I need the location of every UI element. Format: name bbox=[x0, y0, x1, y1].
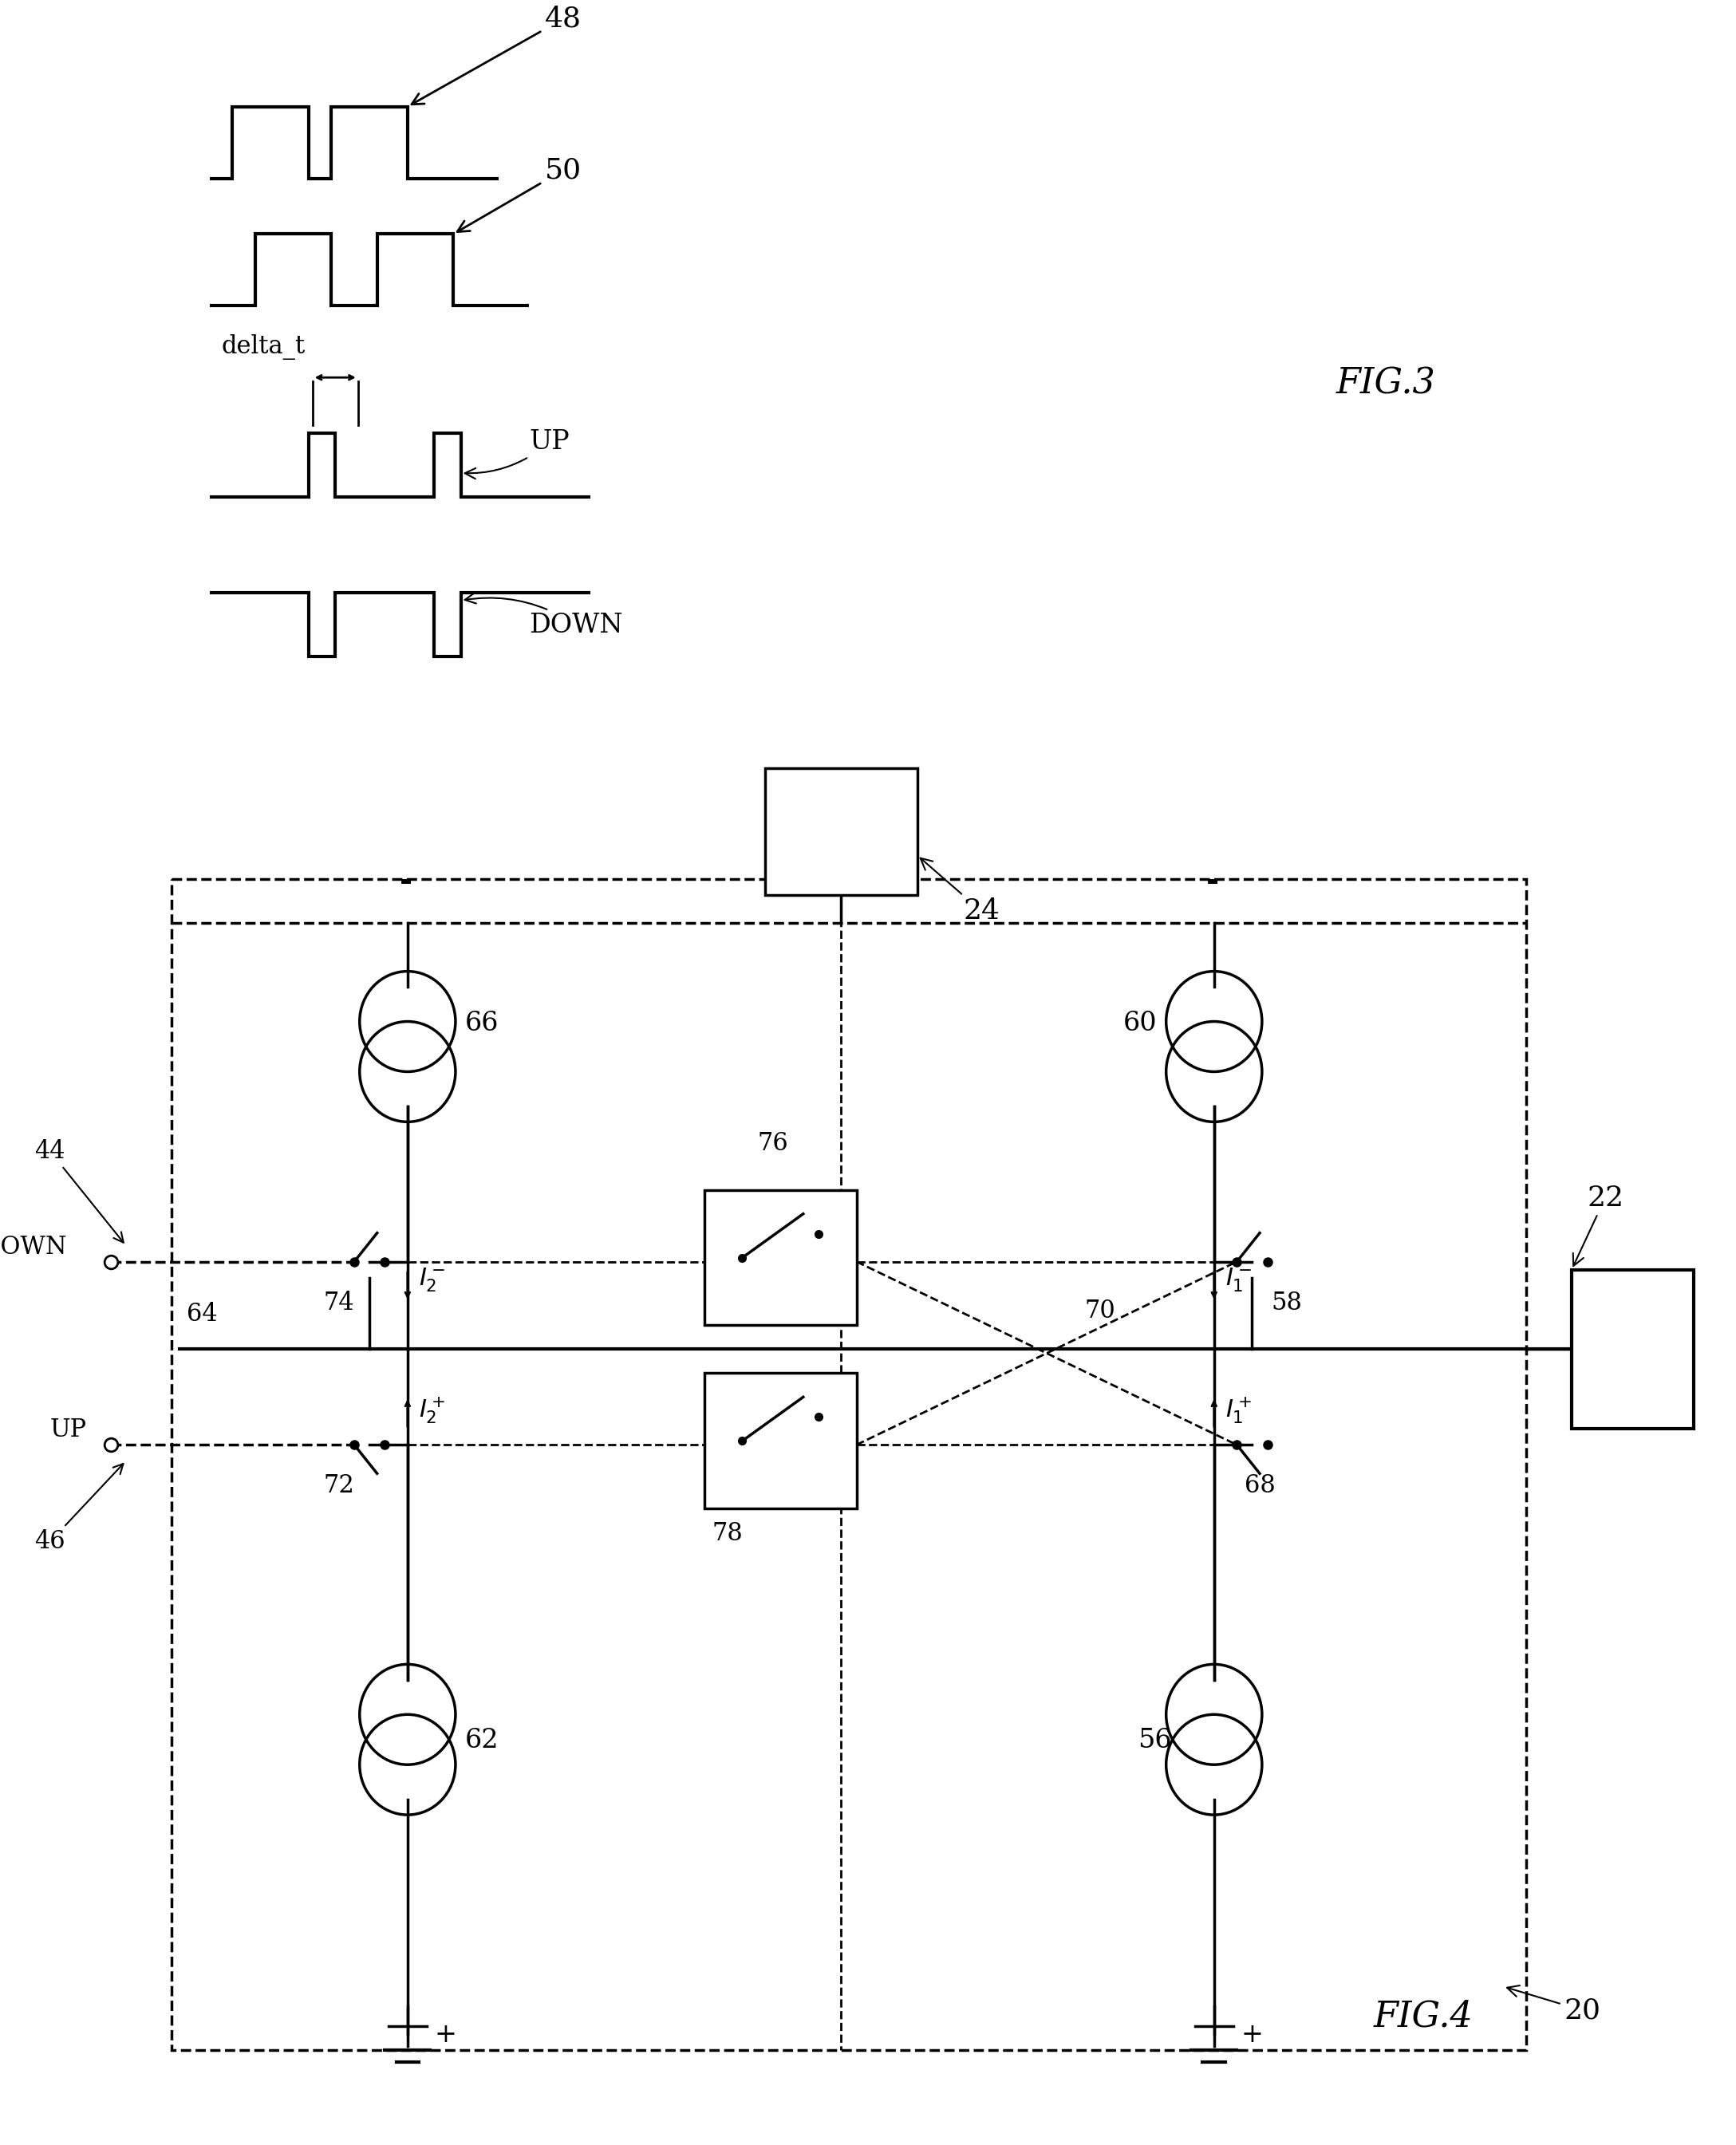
Text: delta_t: delta_t bbox=[220, 335, 306, 360]
Text: 46: 46 bbox=[35, 1463, 123, 1553]
Text: 22: 22 bbox=[1573, 1184, 1623, 1266]
Text: 64: 64 bbox=[187, 1302, 217, 1328]
Text: $I_1^+$: $I_1^+$ bbox=[1226, 1394, 1252, 1424]
Text: UP: UP bbox=[465, 429, 569, 478]
Text: 20: 20 bbox=[1507, 1986, 1601, 2025]
Text: 48: 48 bbox=[411, 6, 582, 105]
Text: +: + bbox=[434, 2023, 457, 2048]
Text: $I_2^+$: $I_2^+$ bbox=[418, 1394, 444, 1424]
Bar bbox=[766, 768, 917, 894]
Text: 62: 62 bbox=[465, 1727, 498, 1752]
Text: 56: 56 bbox=[1139, 1727, 1172, 1752]
Bar bbox=[1571, 1270, 1693, 1429]
Text: FIG.4: FIG.4 bbox=[1373, 1999, 1474, 2033]
Text: 76: 76 bbox=[757, 1130, 788, 1156]
Text: DOWN: DOWN bbox=[0, 1236, 68, 1259]
Text: 78: 78 bbox=[712, 1521, 743, 1547]
Text: 24: 24 bbox=[920, 858, 1000, 924]
Text: 72: 72 bbox=[325, 1474, 354, 1497]
Bar bbox=[172, 879, 1526, 2051]
Text: $I_1^-$: $I_1^-$ bbox=[1226, 1266, 1252, 1293]
Text: 50: 50 bbox=[457, 157, 582, 232]
Text: +: + bbox=[1241, 2023, 1262, 2048]
Text: UP: UP bbox=[50, 1418, 87, 1441]
Text: FIG.3: FIG.3 bbox=[1335, 367, 1436, 401]
Text: $I_2^-$: $I_2^-$ bbox=[418, 1266, 444, 1293]
Text: 44: 44 bbox=[35, 1139, 123, 1242]
Text: -: - bbox=[1207, 867, 1219, 897]
Text: 68: 68 bbox=[1245, 1474, 1276, 1497]
Text: 66: 66 bbox=[465, 1010, 498, 1036]
Text: 60: 60 bbox=[1123, 1010, 1156, 1036]
Bar bbox=[705, 1373, 856, 1508]
Text: 74: 74 bbox=[325, 1291, 354, 1315]
Text: DOWN: DOWN bbox=[465, 592, 623, 637]
Text: 58: 58 bbox=[1271, 1291, 1302, 1315]
Bar bbox=[705, 1190, 856, 1326]
Text: -: - bbox=[399, 867, 413, 897]
Text: 70: 70 bbox=[1085, 1298, 1116, 1323]
